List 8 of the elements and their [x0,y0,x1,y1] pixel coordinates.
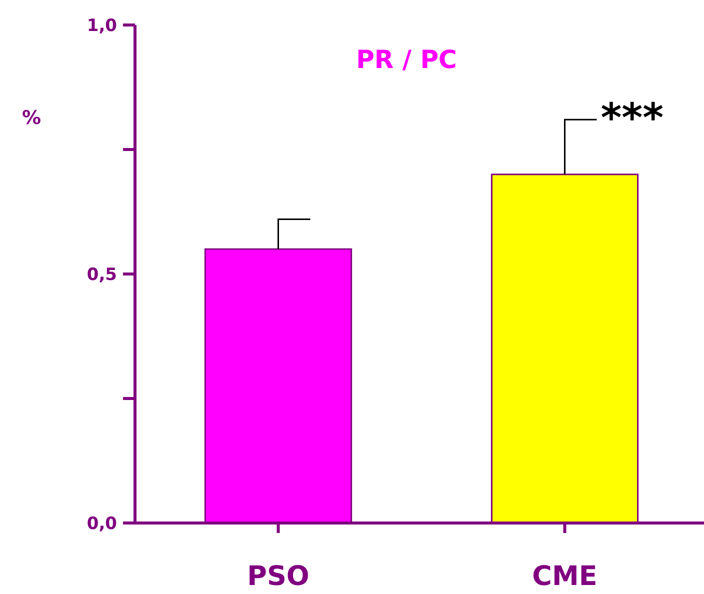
x-tick-label: CME [532,561,598,592]
text: PR / PC [356,45,457,74]
y-axis-title: % [22,107,42,129]
y-tick-label: 0,5 [86,264,117,285]
y-tick-label: 1,0 [86,16,118,36]
annotation: *** [600,96,664,142]
y-tick-label: 0,0 [86,514,118,534]
x-tick-label: PSO [247,561,310,592]
